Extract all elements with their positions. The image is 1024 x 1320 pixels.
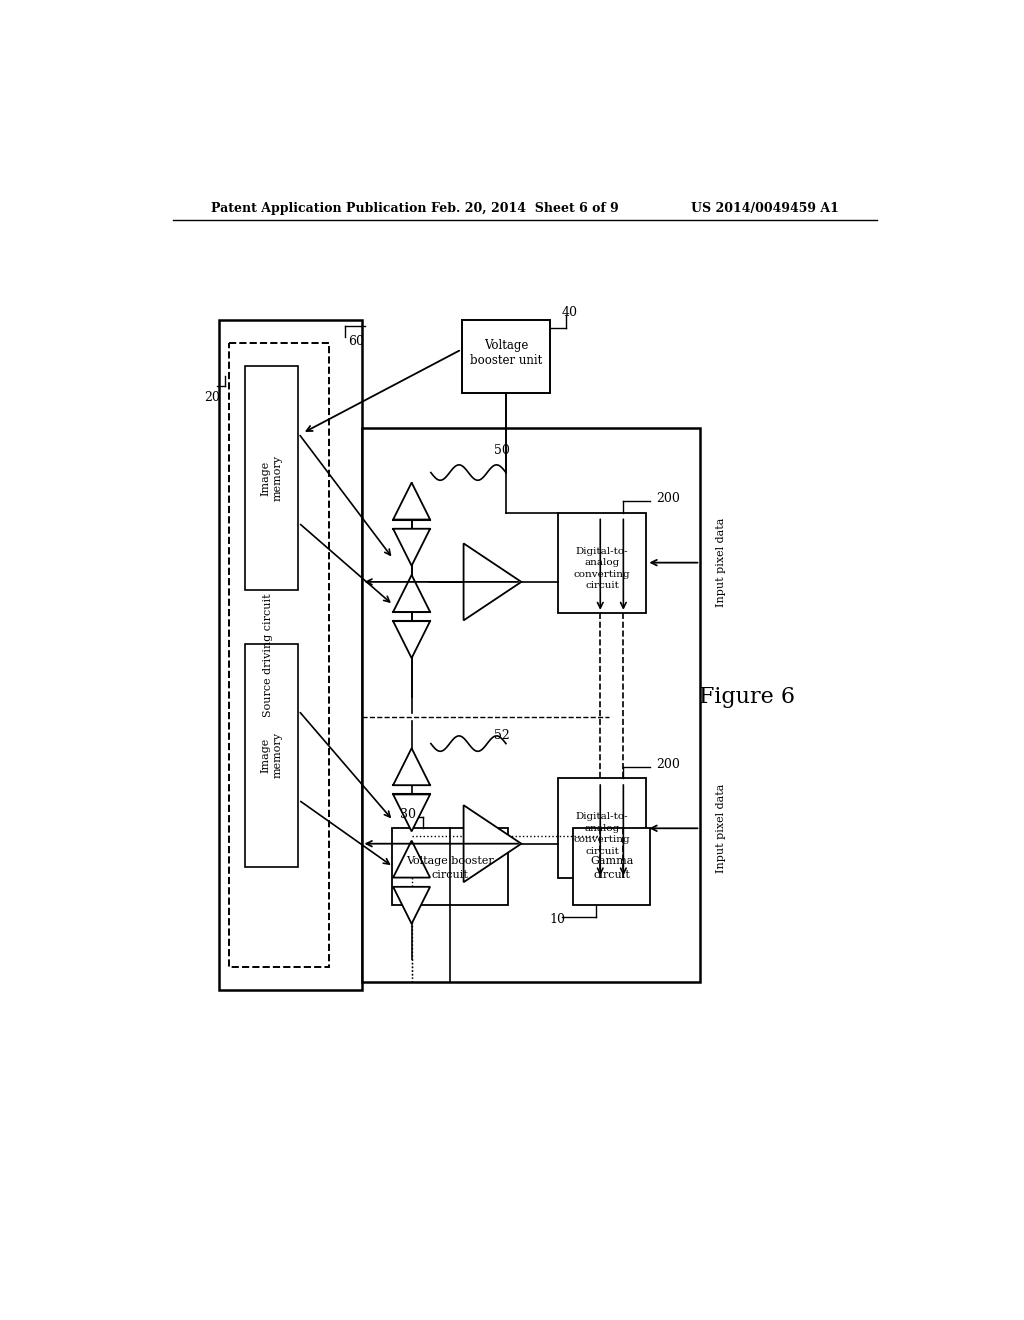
Text: Gamma: Gamma <box>590 855 634 866</box>
Bar <box>392 829 508 906</box>
Polygon shape <box>464 544 521 620</box>
Bar <box>573 829 650 906</box>
Text: Source driving circuit: Source driving circuit <box>262 593 272 717</box>
Text: circuit: circuit <box>586 847 620 855</box>
Text: 20: 20 <box>204 391 220 404</box>
Text: circuit: circuit <box>586 581 620 590</box>
Text: converting: converting <box>573 570 631 578</box>
Text: Input pixel data: Input pixel data <box>716 517 726 607</box>
Polygon shape <box>393 795 430 832</box>
Bar <box>558 512 646 612</box>
Polygon shape <box>393 529 430 566</box>
Text: Input pixel data: Input pixel data <box>716 784 726 873</box>
Text: Voltage booster: Voltage booster <box>407 855 494 866</box>
Polygon shape <box>393 576 430 612</box>
Text: 200: 200 <box>655 758 680 771</box>
Bar <box>361 428 700 982</box>
Text: Voltage
booster unit: Voltage booster unit <box>470 339 542 367</box>
Text: analog: analog <box>585 558 620 568</box>
Polygon shape <box>393 748 430 785</box>
Text: Feb. 20, 2014  Sheet 6 of 9: Feb. 20, 2014 Sheet 6 of 9 <box>431 202 618 215</box>
Polygon shape <box>393 841 430 878</box>
Text: Figure 6: Figure 6 <box>698 686 795 709</box>
Text: 30: 30 <box>399 808 416 821</box>
Text: Digital-to-: Digital-to- <box>575 812 629 821</box>
Text: Digital-to-: Digital-to- <box>575 546 629 556</box>
Text: circuit: circuit <box>432 870 469 879</box>
Text: analog: analog <box>585 824 620 833</box>
Text: converting: converting <box>573 836 631 845</box>
Text: circuit: circuit <box>593 870 630 879</box>
Text: Image
memory: Image memory <box>261 455 283 502</box>
Text: 200: 200 <box>655 492 680 506</box>
Polygon shape <box>393 887 430 924</box>
Text: Patent Application Publication: Patent Application Publication <box>211 202 427 215</box>
Bar <box>245 367 298 590</box>
Bar <box>219 321 361 990</box>
Polygon shape <box>393 622 430 659</box>
Text: Image
memory: Image memory <box>261 733 283 779</box>
Text: 50: 50 <box>495 445 510 458</box>
Bar <box>558 779 646 878</box>
Polygon shape <box>393 483 430 520</box>
Text: 40: 40 <box>562 306 578 319</box>
Text: 60: 60 <box>348 335 364 348</box>
Bar <box>462 321 550 393</box>
Bar <box>229 343 330 966</box>
Polygon shape <box>464 805 521 882</box>
Text: 52: 52 <box>495 730 510 742</box>
Bar <box>245 644 298 867</box>
Text: 10: 10 <box>550 912 566 925</box>
Text: US 2014/0049459 A1: US 2014/0049459 A1 <box>691 202 839 215</box>
